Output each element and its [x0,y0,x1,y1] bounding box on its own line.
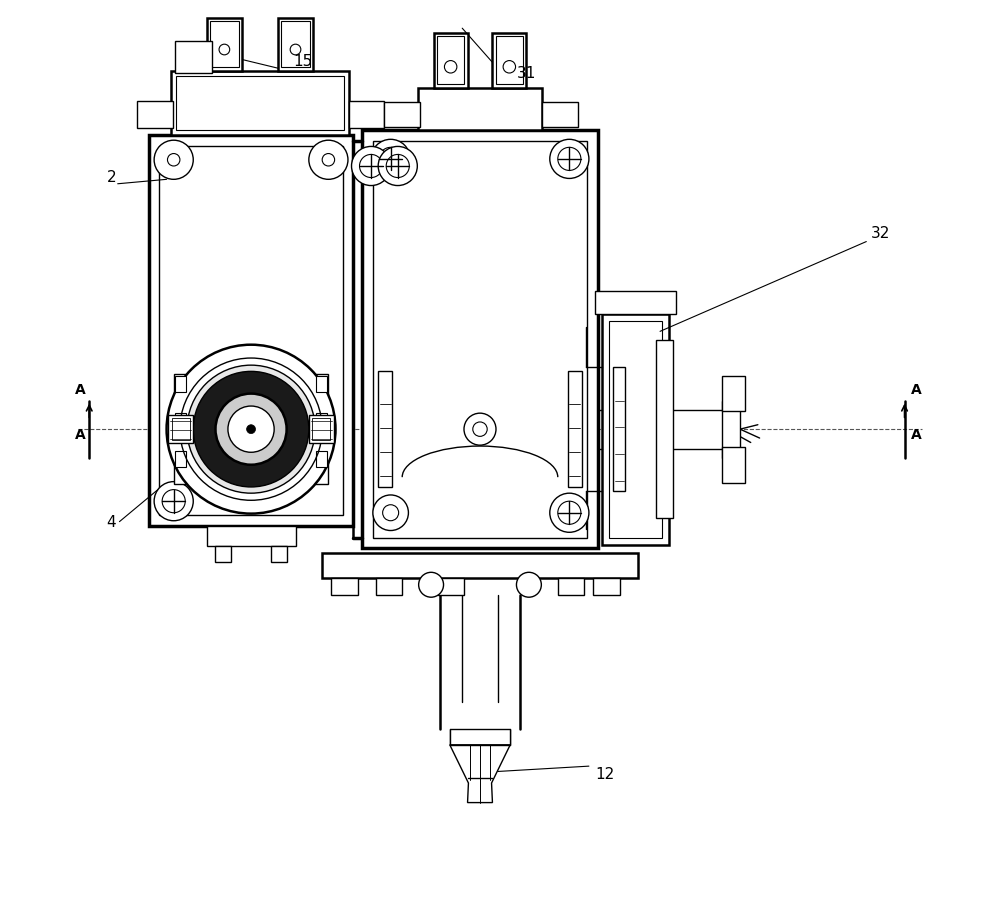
Text: 2: 2 [107,170,116,185]
Text: 31: 31 [517,66,536,81]
Circle shape [371,140,410,179]
Bar [175,451,186,467]
Bar [312,419,330,440]
Bar [602,314,669,545]
Bar [437,37,464,85]
Circle shape [378,147,417,187]
Circle shape [516,573,541,597]
Circle shape [373,495,408,531]
Bar [316,414,327,429]
Bar [215,546,231,562]
Bar [384,103,420,128]
Circle shape [167,345,336,514]
Bar [722,376,745,412]
Bar [207,527,296,546]
Circle shape [550,140,589,179]
Circle shape [187,365,315,493]
Bar [322,553,638,578]
Bar [175,376,186,392]
Circle shape [167,154,180,167]
Bar [450,729,510,745]
Circle shape [550,493,589,533]
Text: A: A [911,382,921,397]
Text: 12: 12 [595,766,615,781]
Circle shape [322,154,335,167]
Bar [159,146,343,516]
Bar [496,37,523,85]
Text: 15: 15 [293,53,312,69]
Bar [362,132,598,548]
Bar [210,22,239,69]
Circle shape [154,482,193,521]
Bar [175,41,212,74]
Bar [172,419,190,440]
Bar [438,578,464,595]
Bar [278,18,313,72]
Bar [271,546,287,562]
Bar [609,321,662,538]
Bar [669,410,727,449]
Bar [207,18,242,72]
Circle shape [419,573,444,597]
Bar [316,376,327,392]
Bar [376,578,402,595]
Bar [175,414,186,429]
Bar [542,103,578,128]
Circle shape [444,61,457,74]
Text: 32: 32 [871,226,890,241]
Bar [314,374,328,484]
Bar [378,372,392,487]
Bar [434,33,468,88]
Bar [722,447,745,483]
Circle shape [228,407,274,453]
Circle shape [290,45,301,56]
Bar [568,372,582,487]
Text: A: A [75,382,86,397]
Bar [722,401,740,458]
Bar [309,416,334,444]
Circle shape [219,45,230,56]
Bar [137,102,173,129]
Bar [149,135,353,527]
Bar [349,102,384,129]
Bar [558,578,584,595]
Circle shape [215,394,287,465]
Circle shape [154,141,193,180]
Bar [176,77,344,131]
Bar [593,578,620,595]
Bar [316,451,327,467]
Bar [281,22,310,69]
Bar [656,341,673,519]
Bar [174,374,188,484]
Bar [595,292,676,314]
Circle shape [464,414,496,446]
Bar [613,367,625,492]
Bar [418,88,542,132]
Circle shape [247,425,255,434]
Bar [373,142,587,538]
Circle shape [503,61,516,74]
Bar [492,33,526,88]
Circle shape [309,141,348,180]
Bar [168,416,193,444]
Circle shape [352,147,391,187]
Bar [171,72,349,135]
Bar [331,578,358,595]
Text: A: A [911,428,921,441]
Circle shape [193,372,309,487]
Text: 4: 4 [107,514,116,529]
Text: A: A [75,428,86,441]
